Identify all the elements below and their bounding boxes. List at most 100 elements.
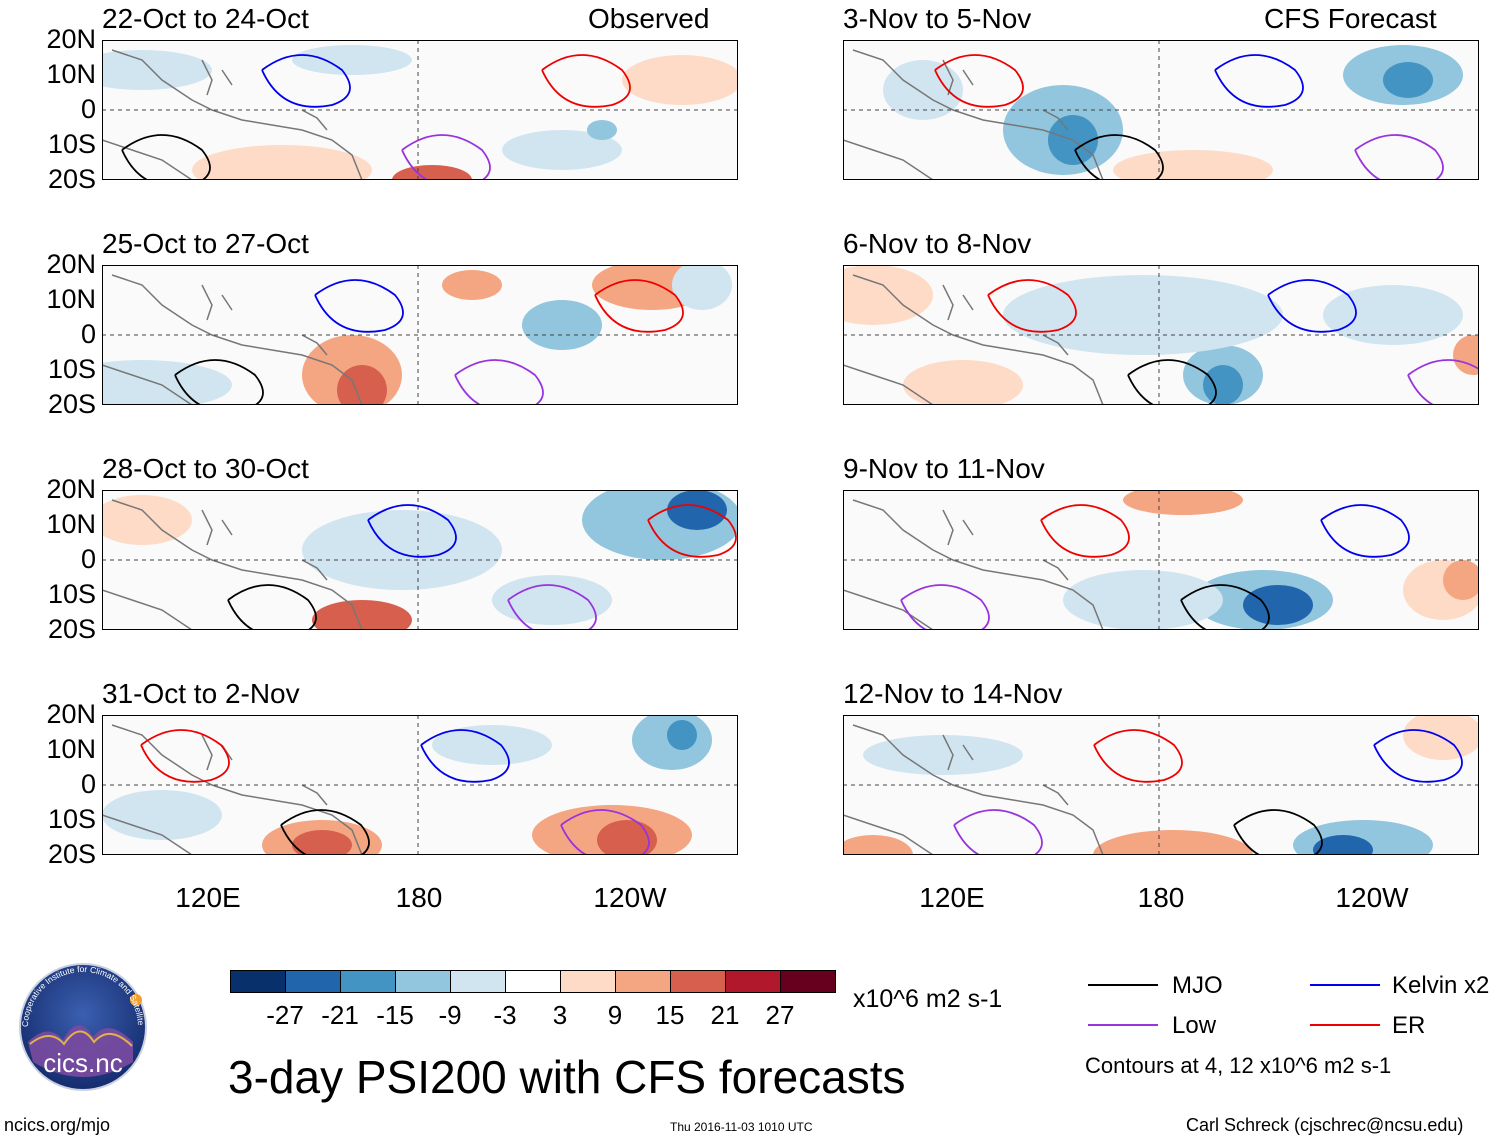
- coastline: [843, 724, 1104, 855]
- psi-anomaly-shading: [292, 830, 352, 855]
- colorbar-label: -9: [438, 1000, 462, 1030]
- legend-label-er: ER: [1392, 1012, 1426, 1039]
- psi-anomaly-shading: [1003, 275, 1283, 355]
- wave-contour: [1040, 504, 1130, 558]
- wave-contour: [420, 729, 510, 783]
- lat-label: 0: [80, 319, 96, 349]
- colorbar-label: 15: [655, 1000, 685, 1030]
- psi-anomaly-shading: [312, 600, 412, 630]
- footer-url: ncics.org/mjo: [4, 1115, 111, 1135]
- lat-label: 10N: [46, 284, 96, 314]
- psi200-map: [102, 715, 738, 855]
- wave-contour: [1093, 729, 1183, 783]
- psi-anomaly-shading: [1203, 365, 1243, 405]
- map-panel-forecast-1: [843, 40, 1479, 180]
- wave-contour: [140, 729, 230, 783]
- psi200-map: [843, 40, 1479, 180]
- lat-label: 10S: [47, 354, 96, 384]
- wave-contour: [594, 279, 684, 333]
- psi-anomaly-shading: [1093, 830, 1253, 855]
- coastline: [843, 274, 1104, 405]
- lat-label: 20N: [46, 249, 96, 279]
- panel-title-left-3: 28-Oct to 30-Oct: [102, 453, 309, 484]
- colorbar-label: 21: [710, 1000, 740, 1030]
- psi-anomaly-shading: [102, 495, 192, 545]
- coastline: [843, 499, 1104, 630]
- psi-anomaly-shading: [843, 835, 913, 855]
- colorbar-cell: [670, 970, 726, 993]
- panel-title-left-4: 31-Oct to 2-Nov: [102, 678, 300, 709]
- wave-contour: [367, 504, 457, 558]
- psi-anomaly-shading: [192, 145, 372, 180]
- lat-label: 0: [80, 769, 96, 799]
- legend-label-low: Low: [1172, 1012, 1217, 1039]
- colorbar-cell: [615, 970, 671, 993]
- lat-label: 10N: [46, 59, 96, 89]
- lat-label: 10S: [47, 804, 96, 834]
- wave-contour: [541, 54, 631, 108]
- colorbar-label: -15: [376, 1000, 414, 1030]
- psi-anomaly-shading: [1323, 285, 1463, 345]
- colorbar-label: 3: [552, 1000, 568, 1030]
- colorbar-label: -3: [493, 1000, 517, 1030]
- observed-label: Observed: [588, 3, 710, 34]
- map-panel-forecast-4: [843, 715, 1479, 855]
- psi-anomaly-shading: [442, 270, 502, 300]
- psi-anomaly-shading: [492, 575, 612, 625]
- psi-anomaly-shading: [522, 300, 602, 350]
- psi-anomaly-shading: [883, 60, 963, 120]
- colorbar-units: x10^6 m2 s-1: [853, 985, 1003, 1013]
- map-panel-observed-4: [102, 715, 738, 855]
- panel-title-right-3: 9-Nov to 11-Nov: [843, 453, 1045, 484]
- panel-title-left-1: 22-Oct to 24-Oct: [102, 3, 309, 34]
- panel-title-left-2: 25-Oct to 27-Oct: [102, 228, 309, 259]
- psi-anomaly-shading: [292, 45, 412, 75]
- psi-anomaly-shading: [903, 360, 1023, 405]
- lat-label: 20N: [46, 699, 96, 729]
- lon-label-right-180: 180: [1137, 882, 1185, 913]
- psi200-map: [843, 265, 1479, 405]
- lat-label: 0: [80, 544, 96, 574]
- map-panel-observed-3: [102, 490, 738, 630]
- psi-anomaly-shading: [1123, 490, 1243, 515]
- lat-label: 20S: [47, 164, 96, 194]
- psi-anomaly-shading: [502, 130, 622, 170]
- contours-note: Contours at 4, 12 x10^6 m2 s-1: [1085, 1053, 1392, 1078]
- psi200-map: [102, 40, 738, 180]
- legend-label-kelvin: Kelvin x2: [1392, 972, 1490, 999]
- lat-label: 20S: [47, 839, 96, 869]
- coastline: [102, 274, 363, 405]
- colorbar-cell: [230, 970, 286, 993]
- legend-line-kelvin: [1310, 984, 1380, 986]
- colorbar-cell: [285, 970, 341, 993]
- wave-contour: [261, 54, 351, 108]
- lon-label-left-120e: 120E: [175, 882, 241, 913]
- map-panel-forecast-2: [843, 265, 1479, 405]
- wave-contour: [1373, 729, 1463, 783]
- psi-anomaly-shading: [667, 720, 697, 750]
- panel-title-right-4: 12-Nov to 14-Nov: [843, 678, 1063, 709]
- psi200-map: [843, 490, 1479, 630]
- colorbar-label: 27: [765, 1000, 795, 1030]
- lon-label-right-120w: 120W: [1335, 882, 1409, 913]
- colorbar-label: -21: [321, 1000, 359, 1030]
- legend-line-low: [1088, 1024, 1158, 1026]
- forecast-label: CFS Forecast: [1264, 3, 1437, 34]
- psi-anomaly-shading: [1313, 835, 1373, 855]
- legend-line-er: [1310, 1024, 1380, 1026]
- map-panel-observed-2: [102, 265, 738, 405]
- coastline: [843, 49, 1104, 180]
- psi-anomaly-shading: [102, 50, 212, 90]
- psi-anomaly-shading: [302, 510, 502, 590]
- psi-anomaly-shading: [1063, 570, 1223, 630]
- lat-label: 20S: [47, 614, 96, 644]
- wave-contour: [987, 279, 1077, 333]
- colorbar-cell: [505, 970, 561, 993]
- footer-timestamp: Thu 2016-11-03 1010 UTC: [670, 1120, 813, 1134]
- wave-contour: [1214, 54, 1304, 108]
- psi-anomaly-shading: [587, 120, 617, 140]
- logo-text: cics.nc: [43, 1048, 122, 1078]
- wave-contour: [1267, 279, 1357, 333]
- psi-anomaly-shading: [1443, 560, 1479, 600]
- psi-anomaly-shading: [672, 265, 732, 310]
